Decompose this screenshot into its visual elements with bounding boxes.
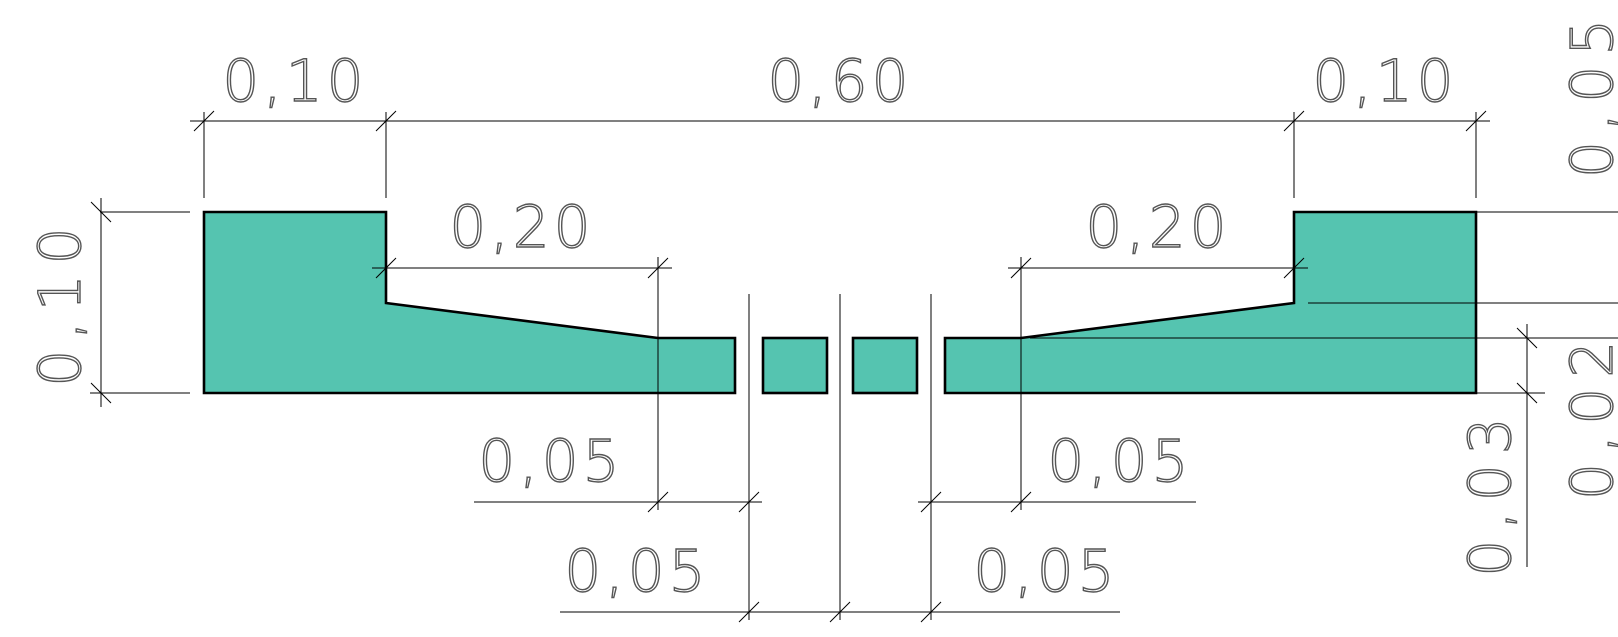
dim-right-step-height: 0,03 <box>1456 407 1524 576</box>
dim-left-gap-width: 0,05 <box>564 537 709 605</box>
dim-top-left-width: 0,10 <box>222 47 367 115</box>
dim-left-slope-width: 0,20 <box>449 193 594 261</box>
right-section-body <box>943 210 1478 395</box>
dim-top-right-width: 0,10 <box>1312 47 1457 115</box>
dim-right-bottom-cut: 0,02 <box>1558 331 1618 500</box>
center-right-block <box>851 336 919 395</box>
dim-right-gap-width: 0,05 <box>973 537 1118 605</box>
center-left-block <box>761 336 829 395</box>
dim-right-top-cut: 0,05 <box>1558 9 1618 178</box>
dim-right-flat-width: 0,05 <box>1047 427 1192 495</box>
dim-left-flat-width: 0,05 <box>478 427 623 495</box>
extension-lines <box>90 112 1618 620</box>
dimension-ticks <box>90 110 1538 623</box>
dim-left-height: 0,10 <box>26 217 94 386</box>
dim-right-slope-width: 0,20 <box>1085 193 1230 261</box>
left-section-body <box>202 210 737 395</box>
dimension-labels: 0,10 0,60 0,10 0,10 0,20 0,20 0,05 0,05 … <box>25 8 1618 606</box>
dimension-lines <box>100 120 1528 613</box>
dim-top-center-width: 0,60 <box>767 47 912 115</box>
